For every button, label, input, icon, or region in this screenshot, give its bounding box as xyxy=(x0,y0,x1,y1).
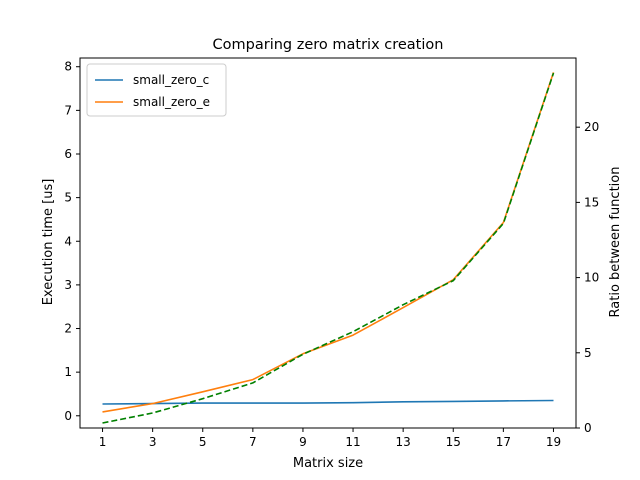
y-axis-label: Execution time [us] xyxy=(41,179,56,306)
y-tick-label: 3 xyxy=(64,278,72,292)
y2-tick-label: 5 xyxy=(584,346,592,360)
y-tick-label: 8 xyxy=(64,60,72,74)
y-tick-label: 0 xyxy=(64,409,72,423)
x-tick-label: 3 xyxy=(149,435,157,449)
y2-tick-label: 0 xyxy=(584,421,592,435)
y-tick-label: 7 xyxy=(64,103,72,117)
plot-frame xyxy=(79,57,577,429)
y-tick-label: 4 xyxy=(64,234,72,248)
x-tick-label: 11 xyxy=(345,435,360,449)
legend-box xyxy=(86,63,227,117)
x-tick-label: 9 xyxy=(299,435,307,449)
legend: small_zero_c small_zero_e xyxy=(86,63,227,117)
y-tick-label: 2 xyxy=(64,322,72,336)
x-tick-label: 19 xyxy=(546,435,561,449)
y2-tick-label: 15 xyxy=(584,195,599,209)
chart-title: Comparing zero matrix creation xyxy=(213,37,444,53)
x-axis-label: Matrix size xyxy=(293,456,363,471)
x-tick-label: 15 xyxy=(446,435,461,449)
x-tick-label: 17 xyxy=(496,435,511,449)
legend-label: small_zero_c xyxy=(133,73,209,87)
x-tick-label: 7 xyxy=(249,435,257,449)
x-tick-label: 13 xyxy=(396,435,411,449)
x-tick-label: 1 xyxy=(99,435,107,449)
y2-tick-label: 20 xyxy=(584,120,599,134)
y2-tick-label: 10 xyxy=(584,271,599,285)
y-tick-label: 5 xyxy=(64,191,72,205)
x-tick-label: 5 xyxy=(199,435,207,449)
series-line-small_zero_c xyxy=(102,399,554,405)
plot-lines xyxy=(102,72,555,424)
y2-axis-label: Ratio between function xyxy=(608,167,623,318)
series-line-ratio-2 xyxy=(102,72,555,424)
y-tick-label: 6 xyxy=(64,147,72,161)
y-tick-label: 1 xyxy=(64,365,72,379)
legend-label: small_zero_e xyxy=(133,95,210,109)
